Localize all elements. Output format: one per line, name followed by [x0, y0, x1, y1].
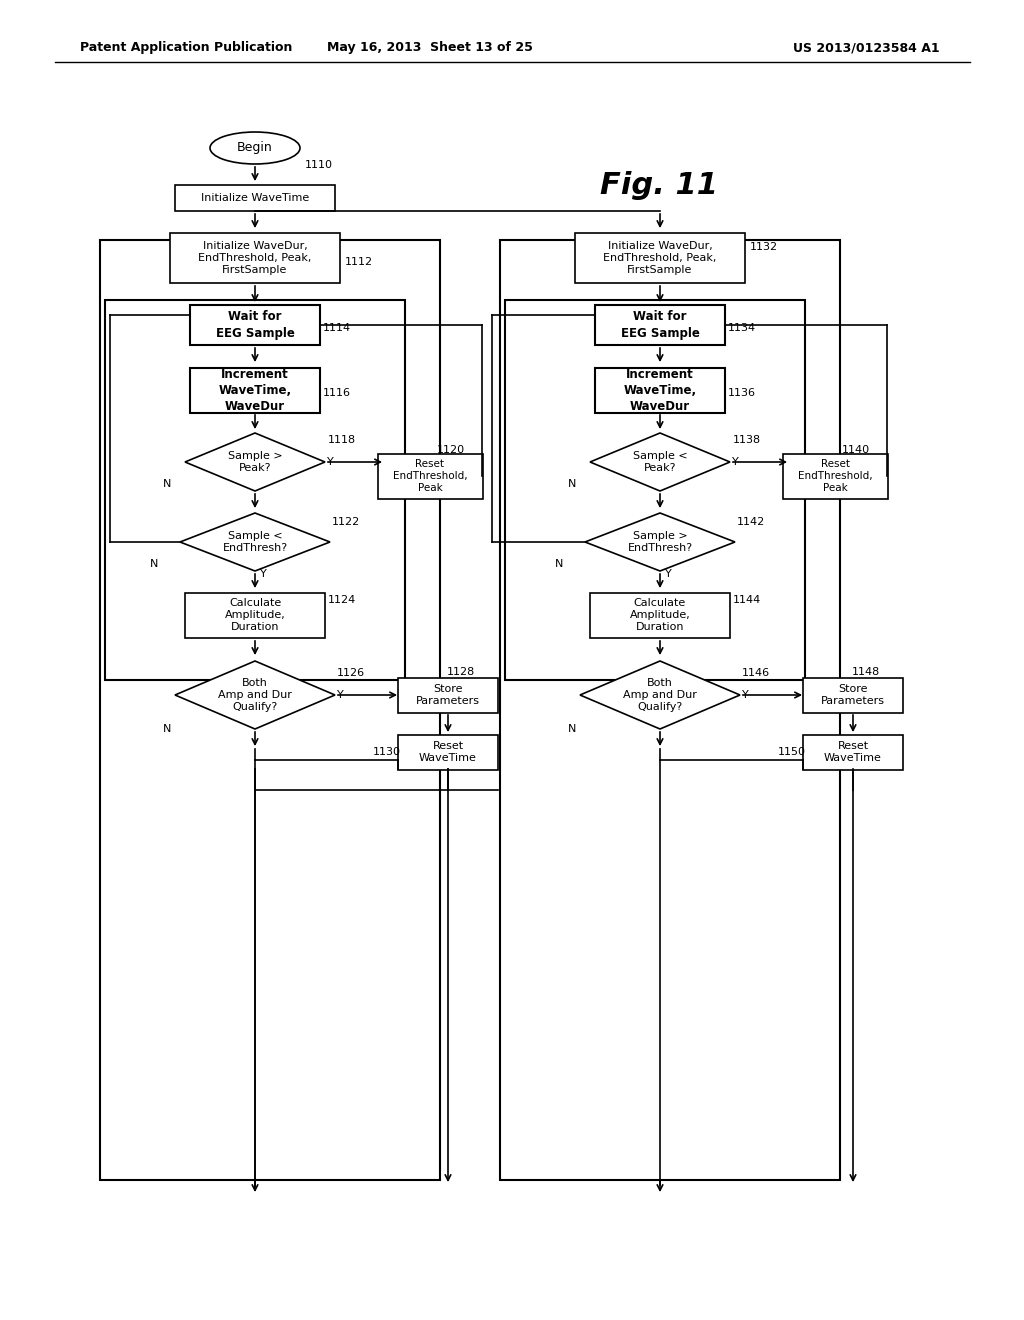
Text: N: N — [568, 479, 577, 488]
Text: Sample <
EndThresh?: Sample < EndThresh? — [222, 531, 288, 553]
Text: 1136: 1136 — [728, 388, 756, 399]
Text: 1142: 1142 — [737, 517, 765, 527]
Bar — [190, 367, 319, 412]
Text: 1144: 1144 — [733, 595, 761, 605]
Text: N: N — [150, 558, 159, 569]
Polygon shape — [580, 661, 740, 729]
Text: Reset
EndThreshold,
Peak: Reset EndThreshold, Peak — [798, 458, 872, 494]
Text: Y: Y — [742, 690, 749, 700]
Text: 1114: 1114 — [323, 323, 351, 333]
Text: 1128: 1128 — [447, 667, 475, 677]
Text: 1146: 1146 — [742, 668, 770, 678]
Text: Increment
WaveTime,
WaveDur: Increment WaveTime, WaveDur — [218, 367, 292, 412]
Bar — [590, 593, 730, 638]
Bar — [190, 305, 319, 345]
Text: 1130: 1130 — [373, 747, 401, 756]
Text: N: N — [163, 723, 171, 734]
Text: 1140: 1140 — [842, 445, 870, 455]
Text: 1120: 1120 — [437, 445, 465, 455]
Text: Wait for
EEG Sample: Wait for EEG Sample — [621, 310, 699, 339]
Bar — [803, 734, 903, 770]
Bar — [100, 240, 440, 1180]
Polygon shape — [175, 661, 335, 729]
Text: Initialize WaveDur,
EndThreshold, Peak,
FirstSample: Initialize WaveDur, EndThreshold, Peak, … — [199, 240, 311, 276]
Polygon shape — [180, 513, 330, 572]
Text: 1150: 1150 — [778, 747, 806, 756]
Text: Sample <
Peak?: Sample < Peak? — [633, 451, 687, 473]
Text: 1148: 1148 — [852, 667, 881, 677]
Polygon shape — [185, 433, 325, 491]
Bar — [175, 185, 335, 211]
Text: Wait for
EEG Sample: Wait for EEG Sample — [216, 310, 295, 339]
Text: Begin: Begin — [238, 141, 272, 154]
Text: Patent Application Publication: Patent Application Publication — [80, 41, 293, 54]
Text: Calculate
Amplitude,
Duration: Calculate Amplitude, Duration — [630, 598, 690, 632]
Text: 1118: 1118 — [328, 436, 356, 445]
Text: Both
Amp and Dur
Qualify?: Both Amp and Dur Qualify? — [623, 677, 697, 713]
Text: 1132: 1132 — [750, 242, 778, 252]
Bar — [398, 677, 498, 713]
Bar — [595, 367, 725, 412]
Text: 1110: 1110 — [305, 160, 333, 170]
Bar — [105, 300, 406, 680]
Text: May 16, 2013  Sheet 13 of 25: May 16, 2013 Sheet 13 of 25 — [327, 41, 532, 54]
Bar — [575, 234, 745, 282]
Text: 1138: 1138 — [733, 436, 761, 445]
Text: Increment
WaveTime,
WaveDur: Increment WaveTime, WaveDur — [624, 367, 696, 412]
Text: US 2013/0123584 A1: US 2013/0123584 A1 — [794, 41, 940, 54]
Bar — [595, 305, 725, 345]
Bar — [185, 593, 325, 638]
Text: Y: Y — [260, 569, 266, 579]
Text: Fig. 11: Fig. 11 — [600, 170, 718, 199]
Text: Sample >
EndThresh?: Sample > EndThresh? — [628, 531, 692, 553]
Polygon shape — [590, 433, 730, 491]
Text: 1116: 1116 — [323, 388, 351, 399]
Text: Store
Parameters: Store Parameters — [821, 684, 885, 706]
Text: 1134: 1134 — [728, 323, 756, 333]
Text: N: N — [163, 479, 171, 488]
Polygon shape — [585, 513, 735, 572]
Text: Sample >
Peak?: Sample > Peak? — [227, 451, 283, 473]
Text: Both
Amp and Dur
Qualify?: Both Amp and Dur Qualify? — [218, 677, 292, 713]
Text: 1124: 1124 — [328, 595, 356, 605]
Bar — [500, 240, 840, 1180]
Text: Y: Y — [732, 457, 738, 467]
Text: Initialize WaveTime: Initialize WaveTime — [201, 193, 309, 203]
Text: Reset
EndThreshold,
Peak: Reset EndThreshold, Peak — [392, 458, 467, 494]
Bar — [505, 300, 805, 680]
Text: 1122: 1122 — [332, 517, 360, 527]
Text: Calculate
Amplitude,
Duration: Calculate Amplitude, Duration — [224, 598, 286, 632]
Text: Y: Y — [665, 569, 672, 579]
Ellipse shape — [210, 132, 300, 164]
Bar — [398, 734, 498, 770]
Text: Reset
WaveTime: Reset WaveTime — [824, 741, 882, 763]
Text: 1126: 1126 — [337, 668, 366, 678]
Text: Reset
WaveTime: Reset WaveTime — [419, 741, 477, 763]
Text: N: N — [568, 723, 577, 734]
Bar — [170, 234, 340, 282]
Text: Store
Parameters: Store Parameters — [416, 684, 480, 706]
Text: Y: Y — [337, 690, 344, 700]
Text: Y: Y — [327, 457, 334, 467]
Bar — [803, 677, 903, 713]
Bar — [782, 454, 888, 499]
Text: Initialize WaveDur,
EndThreshold, Peak,
FirstSample: Initialize WaveDur, EndThreshold, Peak, … — [603, 240, 717, 276]
Bar — [378, 454, 482, 499]
Text: 1112: 1112 — [345, 257, 373, 267]
Text: N: N — [555, 558, 563, 569]
